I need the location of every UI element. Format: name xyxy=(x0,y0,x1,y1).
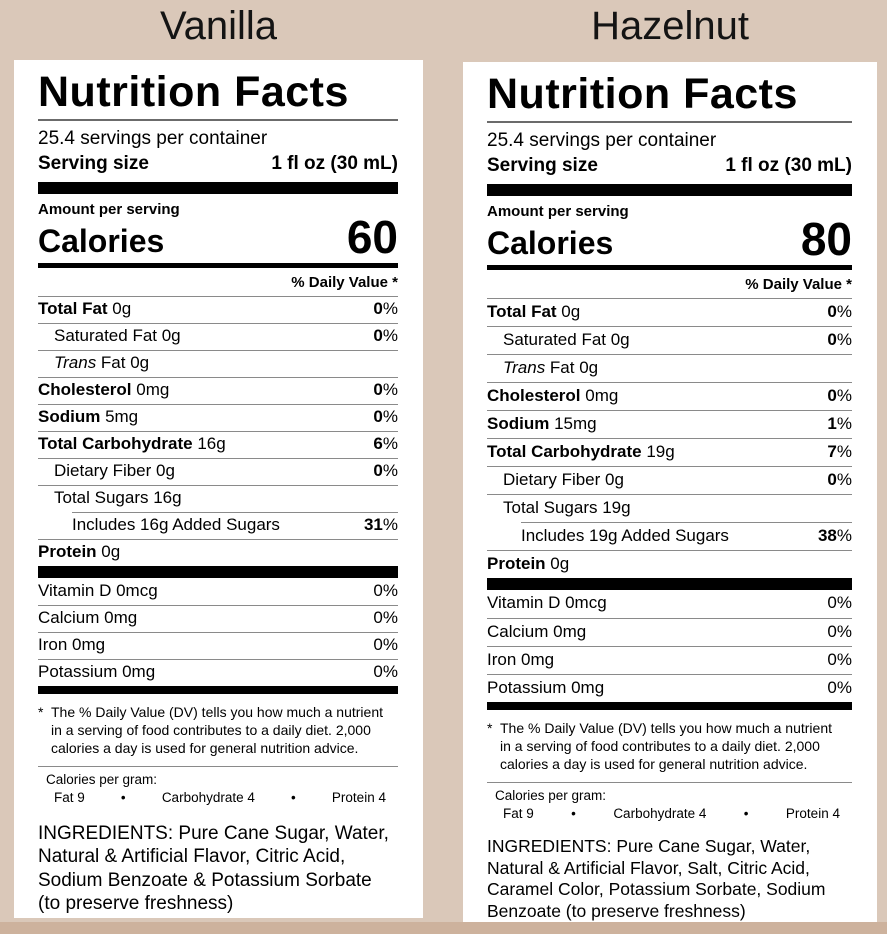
flavor-title-hazelnut: Hazelnut xyxy=(591,4,749,48)
vitamin-row-iron: Iron 0mg 0% xyxy=(487,645,852,674)
hairline-divider xyxy=(487,782,852,784)
bullet-separator: • xyxy=(571,805,576,821)
calories-per-gram: Calories per gram: Fat 9 • Carbohydrate … xyxy=(38,772,398,807)
calories-label: Calories xyxy=(487,224,614,261)
divider-bar-bottom xyxy=(38,685,398,694)
calories-row: Calories 80 xyxy=(487,212,852,265)
nutrient-row-added-sugars: Includes 19g Added Sugars 38% xyxy=(521,521,852,550)
footnote-text: The % Daily Value (DV) tells you how muc… xyxy=(500,719,832,772)
nutrient-row-added-sugars: Includes 16g Added Sugars 31% xyxy=(72,511,398,539)
nutrition-label-vanilla: Nutrition Facts 25.4 servings per contai… xyxy=(14,60,423,918)
nutrient-row-protein: Protein 0g xyxy=(487,549,852,578)
servings-per-container: 25.4 servings per container xyxy=(38,128,268,150)
nutrient-rows: Total Fat 0g 0% Saturated Fat 0g 0% Tran… xyxy=(38,295,398,566)
ingredients-text: INGREDIENTS: Pure Cane Sugar, Water, Nat… xyxy=(487,835,826,921)
daily-value-footnote: * The % Daily Value (DV) tells you how m… xyxy=(38,703,398,758)
serving-size-row: Serving size 1 fl oz (30 mL) xyxy=(38,153,398,175)
divider-bar-thick xyxy=(38,181,398,194)
nutrient-row-total-fat: Total Fat 0g 0% xyxy=(38,295,398,323)
nutrient-row-trans-fat: Trans Fat 0g xyxy=(487,353,852,382)
nutrient-row-sodium: Sodium 5mg 0% xyxy=(38,403,398,431)
calories-per-gram: Calories per gram: Fat 9 • Carbohydrate … xyxy=(487,788,852,823)
nutrition-facts-title: Nutrition Facts xyxy=(487,70,852,124)
footnote-asterisk: * xyxy=(487,719,493,736)
vitamin-row-vitamin-d: Vitamin D 0mcg 0% xyxy=(487,593,852,613)
bullet-separator: • xyxy=(743,805,749,821)
nutrient-row-dietary-fiber: Dietary Fiber 0g 0% xyxy=(487,465,852,494)
ingredients-text: INGREDIENTS: Pure Cane Sugar, Water, Nat… xyxy=(38,822,389,915)
nutrient-row-total-sugars: Total Sugars 19g xyxy=(487,493,852,522)
amount-per-serving: Amount per serving xyxy=(38,200,180,218)
divider-bar-medium xyxy=(487,264,852,270)
nutrient-row-total-carbohydrate: Total Carbohydrate 16g 6% xyxy=(38,430,398,458)
calories-per-gram-values: Fat 9 • Carbohydrate 4 • Protein 4 xyxy=(487,805,852,823)
daily-value-header: % Daily Value * xyxy=(745,275,852,293)
vitamin-row-calcium: Calcium 0mg 0% xyxy=(38,604,398,632)
serving-size-value: 1 fl oz (30 mL) xyxy=(725,155,852,176)
label-content: Nutrition Facts 25.4 servings per contai… xyxy=(14,60,423,916)
nutrient-row-trans-fat: Trans Fat 0g xyxy=(38,349,398,377)
divider-bar-medium xyxy=(38,262,398,268)
vitamin-row-potassium: Potassium 0mg 0% xyxy=(38,658,398,686)
divider-bar-thick xyxy=(487,577,852,590)
calories-value: 80 xyxy=(800,212,852,265)
nutrient-row-dietary-fiber: Dietary Fiber 0g 0% xyxy=(38,457,398,485)
cpg-protein: Protein 4 xyxy=(331,789,386,805)
calories-per-gram-values: Fat 9 • Carbohydrate 4 • Protein 4 xyxy=(38,789,398,807)
vitamin-rows: Vitamin D 0mcg 0% Calcium 0mg 0% Iron 0m… xyxy=(38,578,398,686)
nutrient-rows: Total Fat 0g 0% Saturated Fat 0g 0% Tran… xyxy=(487,297,852,578)
divider-bar-thick xyxy=(487,183,852,196)
bullet-separator: • xyxy=(120,789,126,805)
nutrition-label-hazelnut: Nutrition Facts 25.4 servings per contai… xyxy=(463,62,877,924)
cpg-fat: Fat 9 xyxy=(54,789,85,805)
cpg-protein: Protein 4 xyxy=(785,805,840,821)
calories-per-gram-label: Calories per gram: xyxy=(46,772,158,788)
vitamin-row-potassium: Potassium 0mg 0% xyxy=(487,673,852,702)
flavor-title-vanilla: Vanilla xyxy=(159,4,278,48)
nutrient-row-cholesterol: Cholesterol 0mg 0% xyxy=(487,381,852,410)
serving-size-label: Serving size xyxy=(38,153,149,174)
cpg-carbohydrate: Carbohydrate 4 xyxy=(613,805,707,821)
daily-value-footnote: * The % Daily Value (DV) tells you how m… xyxy=(487,719,852,774)
divider-bar-bottom xyxy=(487,701,852,710)
serving-size-row: Serving size 1 fl oz (30 mL) xyxy=(487,155,852,177)
daily-value-header: % Daily Value * xyxy=(291,273,398,291)
calories-per-gram-label: Calories per gram: xyxy=(495,788,607,804)
nutrient-row-cholesterol: Cholesterol 0mg 0% xyxy=(38,376,398,404)
amount-per-serving: Amount per serving xyxy=(487,202,629,220)
nutrition-facts-title: Nutrition Facts xyxy=(38,68,398,122)
vitamin-row-iron: Iron 0mg 0% xyxy=(38,631,398,659)
vitamin-row-vitamin-d: Vitamin D 0mcg 0% xyxy=(38,580,398,600)
nutrient-row-protein: Protein 0g xyxy=(38,538,398,566)
calories-value: 60 xyxy=(346,210,398,263)
vitamin-rows: Vitamin D 0mcg 0% Calcium 0mg 0% Iron 0m… xyxy=(487,590,852,702)
nutrient-row-saturated-fat: Saturated Fat 0g 0% xyxy=(487,325,852,354)
cpg-carbohydrate: Carbohydrate 4 xyxy=(161,789,255,805)
footnote-asterisk: * xyxy=(38,703,44,720)
bullet-separator: • xyxy=(291,789,296,805)
nutrient-row-total-carbohydrate: Total Carbohydrate 19g 7% xyxy=(487,437,852,466)
serving-size-value: 1 fl oz (30 mL) xyxy=(271,153,398,174)
footnote-text: The % Daily Value (DV) tells you how muc… xyxy=(51,703,383,756)
nutrient-row-total-fat: Total Fat 0g 0% xyxy=(487,297,852,326)
cpg-fat: Fat 9 xyxy=(503,805,534,821)
nutrient-row-total-sugars: Total Sugars 16g xyxy=(38,484,398,512)
servings-per-container: 25.4 servings per container xyxy=(487,130,717,152)
label-content: Nutrition Facts 25.4 servings per contai… xyxy=(463,62,877,923)
vitamin-row-calcium: Calcium 0mg 0% xyxy=(487,617,852,646)
calories-row: Calories 60 xyxy=(38,210,398,263)
nutrient-row-sodium: Sodium 15mg 1% xyxy=(487,409,852,438)
nutrient-row-saturated-fat: Saturated Fat 0g 0% xyxy=(38,322,398,350)
divider-bar-thick xyxy=(38,565,398,578)
serving-size-label: Serving size xyxy=(487,155,598,176)
bottom-edge-band xyxy=(0,922,887,934)
calories-label: Calories xyxy=(38,222,165,259)
hairline-divider xyxy=(38,766,398,768)
